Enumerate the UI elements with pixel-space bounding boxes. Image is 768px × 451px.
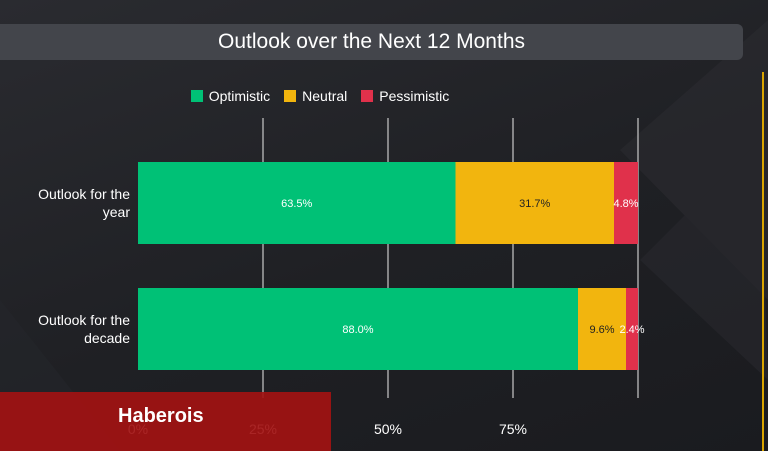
bar-optimistic-decade (138, 288, 578, 370)
legend-label-optimistic: Optimistic (208, 88, 271, 104)
chart-title: Outlook over the Next 12 Months (0, 24, 743, 60)
category-label: year (103, 204, 131, 220)
bar-pessimistic-year (614, 162, 638, 244)
x-tick-label: 75% (499, 421, 527, 437)
data-label: 88.0% (342, 324, 373, 336)
legend-swatch-optimistic (190, 90, 203, 102)
data-label: 31.7% (519, 198, 550, 210)
data-label: 2.4% (619, 324, 644, 336)
watermark-text: Haberois (118, 405, 204, 427)
legend-item-optimistic: Optimistic (190, 88, 271, 104)
legend-swatch-pessimistic (361, 90, 374, 102)
bar-neutral-decade (578, 288, 626, 370)
x-tick-label: 50% (374, 421, 402, 437)
legend-label-pessimistic: Pessimistic (379, 88, 450, 104)
watermark-banner: Haberois (0, 392, 331, 451)
data-label: 4.8% (613, 198, 638, 210)
bar-optimistic-year (138, 162, 456, 244)
legend-item-neutral: Neutral (284, 88, 347, 104)
bar-pessimistic-decade (626, 288, 638, 370)
legend-label-neutral: Neutral (302, 88, 348, 104)
data-label: 63.5% (281, 198, 312, 210)
accent-line (762, 72, 764, 451)
category-label: Outlook for the (38, 312, 130, 328)
legend-item-pessimistic: Pessimistic (361, 88, 449, 104)
legend: Optimistic Neutral Pessimistic (0, 88, 640, 104)
bar-neutral-year (455, 162, 614, 244)
category-label: Outlook for the (38, 186, 130, 202)
legend-swatch-neutral (284, 90, 297, 102)
data-label: 9.6% (589, 324, 614, 336)
category-label: decade (84, 330, 130, 346)
